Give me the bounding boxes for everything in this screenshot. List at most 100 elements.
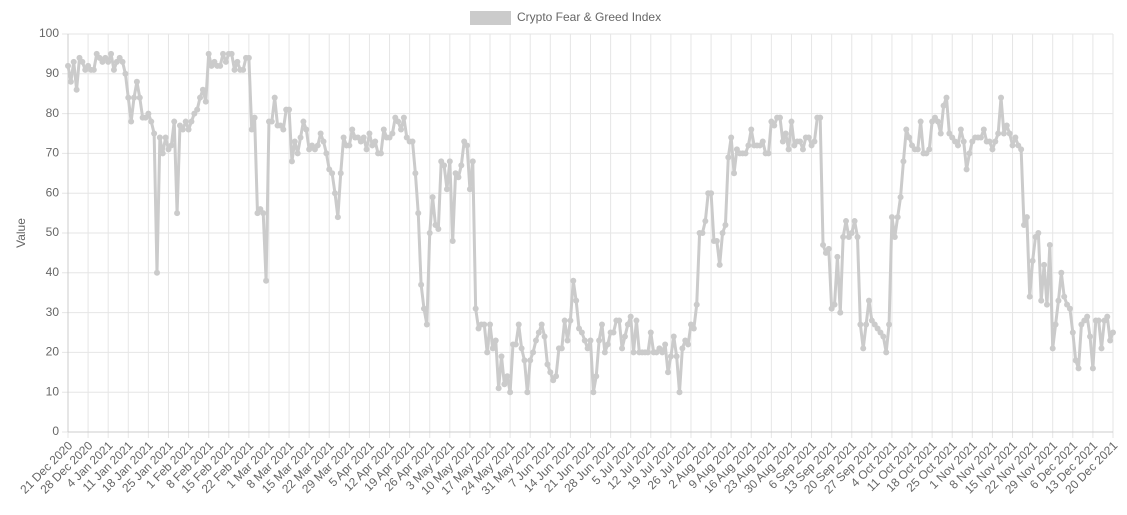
data-point xyxy=(415,210,422,217)
data-point xyxy=(168,142,175,149)
data-point xyxy=(601,349,608,356)
y-tick-label: 20 xyxy=(46,345,60,359)
data-point xyxy=(1061,293,1068,300)
data-point xyxy=(937,130,944,137)
y-axis-label: Value xyxy=(14,218,28,248)
data-point xyxy=(199,86,206,93)
data-point xyxy=(716,261,723,268)
data-point xyxy=(110,66,117,73)
data-point xyxy=(825,245,832,252)
data-point xyxy=(831,301,838,308)
data-point xyxy=(570,277,577,284)
data-point xyxy=(220,50,227,57)
data-point xyxy=(179,126,186,133)
data-point xyxy=(547,369,554,376)
y-tick-label: 10 xyxy=(46,384,60,398)
data-point xyxy=(963,166,970,173)
data-point xyxy=(665,369,672,376)
data-point xyxy=(156,134,163,141)
data-point xyxy=(731,170,738,177)
data-point xyxy=(888,214,895,221)
data-point xyxy=(630,349,637,356)
data-point xyxy=(1069,329,1076,336)
data-point xyxy=(1009,142,1016,149)
data-point xyxy=(105,58,112,65)
data-point xyxy=(954,142,961,149)
data-point xyxy=(573,297,580,304)
data-point xyxy=(989,146,996,153)
data-point xyxy=(584,345,591,352)
data-point xyxy=(108,50,115,57)
data-point xyxy=(693,301,700,308)
data-point xyxy=(558,345,565,352)
data-point xyxy=(498,353,505,360)
data-point xyxy=(865,297,872,304)
data-point xyxy=(926,146,933,153)
data-point xyxy=(998,94,1005,101)
data-point xyxy=(133,78,140,85)
data-point xyxy=(222,58,229,65)
data-point xyxy=(957,126,964,133)
data-point xyxy=(891,233,898,240)
data-point xyxy=(1084,313,1091,320)
data-point xyxy=(507,389,514,396)
data-point xyxy=(857,321,864,328)
data-point xyxy=(535,329,542,336)
data-point xyxy=(1041,261,1048,268)
data-point xyxy=(541,333,548,340)
data-point xyxy=(495,385,502,392)
data-point xyxy=(527,357,534,364)
data-point xyxy=(288,158,295,165)
data-point xyxy=(610,329,617,336)
data-point xyxy=(854,233,861,240)
data-point xyxy=(472,305,479,312)
data-point xyxy=(337,170,344,177)
data-point xyxy=(567,317,574,324)
data-point xyxy=(1110,329,1116,336)
data-point xyxy=(372,138,379,145)
data-point xyxy=(329,170,336,177)
data-point xyxy=(742,150,749,157)
data-point xyxy=(817,114,824,121)
data-point xyxy=(1075,365,1082,372)
data-point xyxy=(400,114,407,121)
data-point xyxy=(619,345,626,352)
data-point xyxy=(182,118,189,125)
data-point xyxy=(598,321,605,328)
y-tick-label: 40 xyxy=(46,265,60,279)
data-point xyxy=(1098,345,1105,352)
y-tick-label: 60 xyxy=(46,185,60,199)
data-point xyxy=(708,190,715,197)
data-point xyxy=(914,146,921,153)
data-point xyxy=(1058,269,1065,276)
data-point xyxy=(725,154,732,161)
data-point xyxy=(561,317,568,324)
data-point xyxy=(291,138,298,145)
data-point xyxy=(487,321,494,328)
data-point xyxy=(469,158,476,165)
data-point xyxy=(492,337,499,344)
data-point xyxy=(79,58,86,65)
data-point xyxy=(779,138,786,145)
data-point xyxy=(119,58,126,65)
data-point xyxy=(148,118,155,125)
data-point xyxy=(581,337,588,344)
data-point xyxy=(443,186,450,193)
data-point xyxy=(1006,130,1013,137)
data-point xyxy=(294,150,301,157)
data-point xyxy=(538,321,545,328)
data-point xyxy=(986,138,993,145)
data-point xyxy=(125,94,132,101)
data-point xyxy=(1035,230,1042,236)
data-point xyxy=(713,237,720,244)
data-point xyxy=(553,373,560,380)
data-point xyxy=(943,94,950,101)
data-point xyxy=(188,118,195,125)
data-point xyxy=(420,305,427,312)
data-point xyxy=(593,373,600,380)
data-point xyxy=(980,126,987,133)
data-point xyxy=(70,58,77,65)
data-point xyxy=(1066,305,1073,312)
data-point xyxy=(1021,222,1028,229)
